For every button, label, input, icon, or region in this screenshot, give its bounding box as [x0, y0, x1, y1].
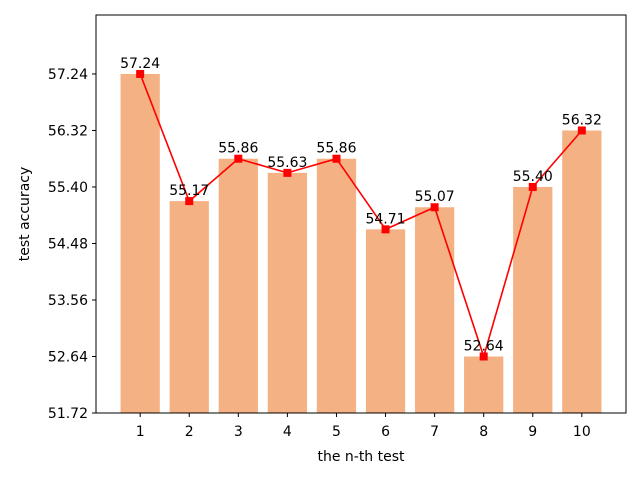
data-label-5: 55.86	[316, 141, 356, 157]
markers-layer	[136, 69, 586, 361]
series-line	[139, 73, 583, 360]
y-axis-title: test accuracy	[17, 167, 33, 262]
point-3	[234, 154, 243, 163]
point-2	[185, 197, 194, 206]
y-tick-label: 57.24	[48, 67, 88, 83]
point-10	[577, 126, 586, 135]
x-tick-label: 7	[430, 424, 439, 440]
data-label-6: 54.71	[365, 211, 405, 227]
data-label-8: 52.64	[464, 338, 504, 354]
x-tick-label: 9	[528, 424, 537, 440]
point-9	[528, 182, 537, 191]
x-tick-label: 4	[283, 424, 292, 440]
x-tick-label: 1	[136, 424, 145, 440]
x-tick-label: 6	[381, 424, 390, 440]
bar-10	[562, 130, 602, 414]
data-label-7: 55.07	[415, 189, 455, 205]
bar-6	[365, 229, 406, 413]
data-label-2: 55.17	[169, 183, 209, 199]
y-tick-label: 54.48	[48, 236, 88, 252]
y-tick-label: 52.64	[48, 349, 88, 365]
data-label-10: 56.32	[562, 112, 602, 128]
point-1	[136, 69, 145, 78]
x-tick-label: 10	[573, 424, 591, 440]
x-tick-label: 2	[185, 424, 194, 440]
x-tick-label: 3	[234, 424, 243, 440]
point-5	[332, 154, 341, 163]
bar-3	[218, 158, 258, 413]
bar-7	[414, 207, 455, 413]
data-label-1: 57.24	[120, 56, 160, 72]
data-label-3: 55.86	[218, 141, 258, 157]
data-label-4: 55.63	[267, 155, 307, 171]
axes-frame	[95, 14, 627, 414]
point-7	[430, 203, 439, 212]
y-tick-label: 55.40	[48, 180, 88, 196]
y-tick-label: 53.56	[48, 293, 88, 309]
point-4	[283, 168, 292, 177]
bars-layer	[120, 73, 602, 414]
bar-9	[513, 186, 553, 413]
bar-8	[464, 356, 504, 413]
bar-4	[267, 172, 308, 413]
bar-1	[120, 73, 160, 414]
y-tick-label: 51.72	[48, 406, 88, 422]
x-ticks-layer: 1 2 3 4 5 6 7 8 9 10	[136, 413, 591, 440]
bar-5	[316, 158, 357, 413]
y-ticks-layer: 51.72 52.64 53.56 54.48 55.40 56.32 57.24	[48, 67, 96, 422]
point-6	[381, 225, 390, 234]
data-label-9: 55.40	[513, 169, 553, 185]
point-8	[479, 352, 488, 361]
y-tick-label: 56.32	[48, 123, 88, 139]
line-layer	[139, 73, 583, 360]
x-tick-label: 8	[479, 424, 488, 440]
data-labels-layer: 57.24 55.17 55.86 55.63 55.86 54.71 55.07 52.64…	[120, 56, 602, 355]
x-tick-label: 5	[332, 424, 341, 440]
x-axis-title: the n-th test	[317, 449, 405, 465]
bar-2	[169, 201, 209, 413]
